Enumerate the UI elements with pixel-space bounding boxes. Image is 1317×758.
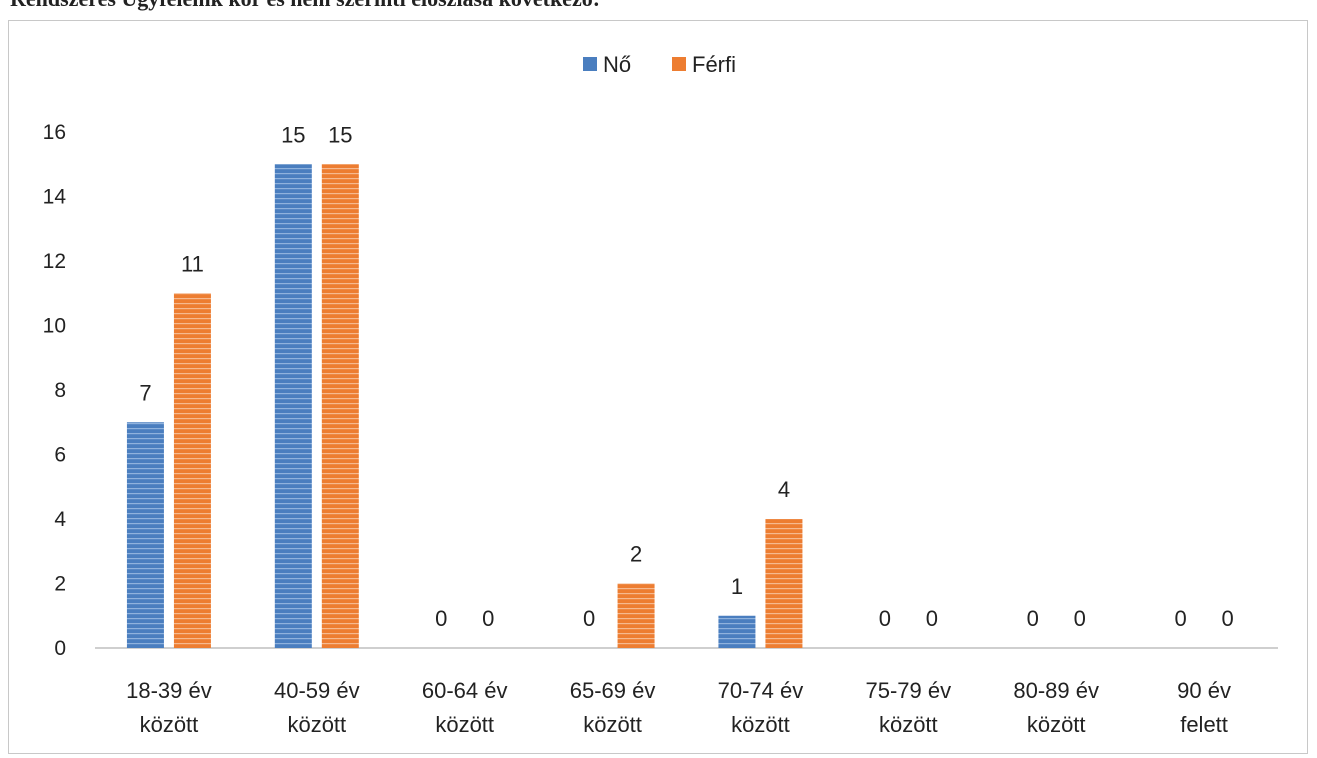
y-tick-label: 12 [43,250,66,273]
x-category-label: között [583,712,642,737]
bar-ferfi [617,583,655,648]
x-category-label: között [731,712,790,737]
x-category-label: felett [1180,712,1228,737]
y-axis: 0 2 4 6 8 10 12 14 16 [43,121,67,660]
data-label: 7 [139,380,151,405]
y-tick-label: 10 [43,315,66,338]
y-tick-label: 16 [43,121,66,144]
legend-label: Nő [603,52,631,77]
legend-swatch [583,57,597,71]
bar-ferfi [173,293,211,648]
data-label: 0 [1074,606,1086,631]
data-label: 11 [181,251,204,276]
bar-no [126,422,164,648]
data-label: 15 [281,122,305,147]
data-label: 15 [328,122,352,147]
data-label: 0 [1221,606,1233,631]
y-tick-label: 8 [54,379,66,402]
x-axis: 18-39 év között 40-59 év között 60-64 év közö… [95,647,1278,737]
bar-no [718,615,756,648]
data-label: 4 [778,477,790,502]
x-category-label: 18-39 év [126,678,212,703]
y-tick-label: 4 [54,508,66,531]
legend-label: Férfi [692,52,736,77]
bar-ferfi [765,519,803,648]
x-category-label: 60-64 év [422,678,508,703]
legend-swatch [672,57,686,71]
data-label: 0 [482,606,494,631]
x-category-label: 90 év [1177,678,1231,703]
bars [126,164,803,648]
data-label: 0 [1174,606,1186,631]
y-tick-label: 0 [54,637,66,660]
bar-ferfi [321,164,359,648]
data-label: 0 [1027,606,1039,631]
legend: Nő Férfi [583,52,736,77]
data-label: 0 [435,606,447,631]
chart-frame [8,20,1308,754]
data-labels: 7 15 0 0 1 0 0 0 11 15 0 2 4 0 0 0 [139,122,1233,631]
x-category-label: között [435,712,494,737]
data-label: 2 [630,542,642,567]
x-category-label: között [1027,712,1086,737]
x-category-label: között [879,712,938,737]
x-category-label: között [287,712,346,737]
x-category-label: 75-79 év [866,678,952,703]
y-tick-label: 2 [54,573,66,596]
data-label: 0 [583,606,595,631]
x-category-label: között [140,712,199,737]
x-category-label: 70-74 év [718,678,804,703]
x-category-label: 40-59 év [274,678,360,703]
chart-caption: Rendszeres Ügyfeleink kor és nem szerint… [10,0,600,12]
data-label: 0 [926,606,938,631]
data-label: 0 [879,606,891,631]
bar-no [274,164,312,648]
y-tick-label: 6 [54,444,66,467]
x-category-label: 65-69 év [570,678,656,703]
x-category-label: 80-89 év [1013,678,1099,703]
y-tick-label: 14 [43,186,67,209]
data-label: 1 [731,574,743,599]
